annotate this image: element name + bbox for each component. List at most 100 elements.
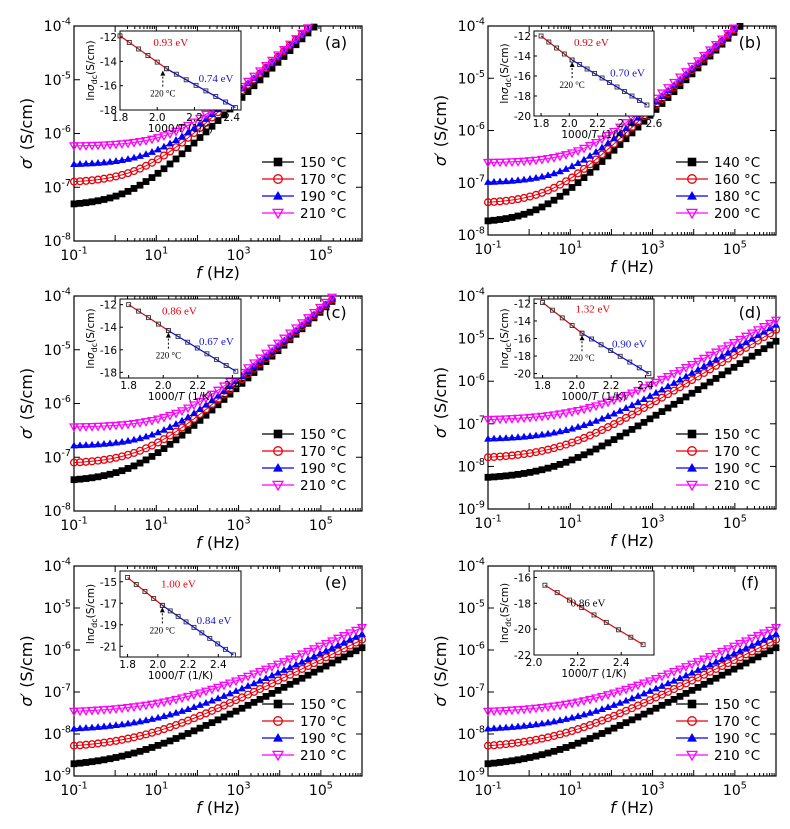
y-tick-label: 10-4 — [44, 557, 71, 575]
data-point — [734, 335, 746, 345]
data-point — [100, 756, 108, 764]
data-point — [322, 646, 330, 654]
data-point — [688, 686, 696, 694]
data-point — [646, 415, 654, 423]
legend-marker — [273, 446, 283, 456]
data-point — [530, 704, 542, 714]
legend-marker — [273, 157, 283, 167]
data-point — [656, 672, 668, 682]
data-point — [508, 433, 516, 441]
data-point — [178, 132, 186, 140]
y-tick-label: 10-4 — [44, 17, 71, 35]
series-line — [487, 329, 777, 458]
data-point — [567, 173, 577, 182]
data-point — [298, 321, 306, 328]
inset-point — [542, 582, 548, 588]
data-point — [106, 470, 114, 478]
x-tick-label: 103 — [227, 516, 251, 534]
data-point — [542, 412, 554, 421]
data-point — [226, 390, 234, 398]
data-point — [346, 650, 354, 658]
inset-fit-label: 1.32 eV — [576, 304, 611, 316]
data-point — [520, 432, 528, 440]
data-point — [524, 705, 536, 714]
data-point — [596, 400, 608, 410]
x-tick-label: 105 — [309, 516, 333, 534]
data-point — [716, 647, 728, 657]
data-point — [770, 316, 782, 326]
data-point — [556, 716, 564, 724]
data-point — [296, 650, 308, 660]
data-point — [616, 432, 624, 440]
data-point — [710, 348, 722, 358]
data-point — [202, 400, 210, 408]
data-point — [742, 659, 750, 667]
data-point — [278, 658, 290, 667]
inset-fit-label: 0.67 eV — [199, 336, 234, 348]
data-point — [140, 701, 152, 711]
data-point — [130, 435, 138, 443]
data-point — [76, 724, 84, 732]
data-point — [164, 130, 176, 139]
data-point — [584, 695, 596, 705]
data-point — [310, 652, 318, 660]
data-point — [88, 758, 96, 766]
data-point — [159, 151, 169, 160]
panel-label: (c) — [325, 303, 346, 322]
data-point — [172, 155, 180, 163]
data-point — [356, 624, 368, 633]
data-point — [280, 683, 288, 691]
data-point — [212, 683, 224, 693]
data-point — [614, 123, 626, 133]
data-point — [512, 414, 524, 424]
data-point — [320, 298, 332, 308]
inset-frame — [119, 30, 242, 111]
break-arrow-head — [165, 332, 171, 338]
inset-point — [175, 613, 181, 619]
data-point — [202, 722, 210, 729]
data-point — [490, 434, 498, 442]
data-point — [100, 722, 108, 730]
y-tick-label: 10-5 — [458, 329, 485, 347]
data-point — [302, 24, 314, 34]
data-point — [766, 341, 774, 349]
data-point — [172, 136, 180, 143]
inset-y-tick-label: -12 — [100, 32, 117, 44]
data-point — [208, 122, 216, 130]
data-point — [286, 47, 294, 54]
inset-point — [608, 348, 614, 353]
x-tick-label: 103 — [227, 246, 251, 264]
data-point — [532, 720, 540, 728]
data-point — [628, 129, 636, 137]
legend-label: 170 °C — [714, 444, 760, 460]
x-tick-label: 105 — [723, 240, 747, 258]
data-point — [604, 412, 612, 420]
plot-frame — [487, 565, 777, 777]
data-point — [752, 632, 764, 641]
data-point — [772, 644, 780, 652]
data-point — [652, 411, 660, 419]
data-point — [482, 158, 494, 168]
data-point — [602, 131, 614, 141]
panel-e: 10-1 101 103 105 10-9 10-8 10-7 10-6 10-5 10-4 f (… — [17, 557, 368, 817]
data-point — [76, 475, 84, 483]
data-point — [676, 375, 684, 383]
data-point — [76, 759, 84, 767]
data-point — [628, 401, 636, 409]
data-point — [508, 723, 516, 730]
y-tick-label: 10-7 — [458, 415, 485, 433]
data-point — [94, 473, 102, 481]
data-point — [722, 342, 734, 351]
data-point — [616, 698, 624, 706]
data-point — [584, 404, 596, 413]
data-point — [574, 422, 582, 430]
inset-y-title: lnσdc(S/cm) — [85, 584, 99, 644]
data-point — [352, 632, 360, 640]
data-point — [530, 156, 542, 166]
data-point — [555, 180, 565, 189]
break-label: 220 °C — [150, 89, 175, 99]
data-point — [104, 705, 116, 715]
inset-y-tick-label: -18 — [100, 105, 117, 117]
data-point — [296, 29, 308, 39]
data-point — [92, 706, 104, 716]
